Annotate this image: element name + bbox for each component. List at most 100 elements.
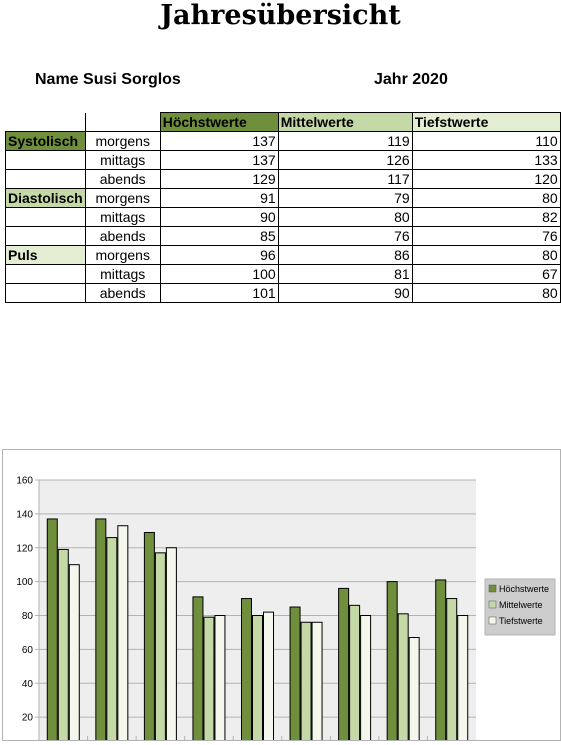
year-line: Jahr 2020 [374,71,448,89]
y-tick-label: 160 [16,476,33,487]
value-cell: 96 [159,245,279,265]
page-title: Jahresübersicht [160,0,401,31]
bar-höchstwerte-5 [289,606,301,745]
chart-frame: 20 40 60 80 100 120 140 160 Höchstwerte Mittelwer… [2,449,561,745]
y-tick-label: 120 [16,543,33,554]
time-label: mittags [84,150,161,170]
bar-mittelwerte-6 [349,604,361,745]
time-label: mittags [84,207,161,227]
bar-mittelwerte-3 [203,616,215,745]
table-row: Puls morgens 96 86 80 [5,245,561,265]
bar-höchstwerte-2 [143,532,155,745]
value-cell: 86 [277,245,413,265]
legend-label-tiefstwerte: Tiefstwerte [499,616,543,626]
value-cell: 120 [411,169,561,189]
group-label-puls: Puls [5,245,86,265]
group-label-systolisch: Systolisch [5,131,86,151]
bar-tiefstwerte-3 [214,615,226,745]
bar-tiefstwerte-0 [68,564,80,745]
header-mittelwerte: Mittelwerte [277,112,413,132]
bar-höchstwerte-1 [95,518,107,745]
value-cell: 90 [277,283,413,303]
value-cell: 67 [411,264,561,284]
value-cell: 100 [159,264,279,284]
value-cell: 81 [277,264,413,284]
bar-höchstwerte-7 [386,581,398,745]
group-label-diastolisch: Diastolisch [5,188,86,208]
empty-cell [5,283,86,303]
time-label: morgens [84,131,161,151]
bar-höchstwerte-6 [338,587,350,745]
empty-cell [85,112,161,132]
value-cell: 85 [159,226,279,246]
time-label: abends [84,283,161,303]
empty-cell [5,207,86,227]
empty-cell [5,264,86,284]
bar-mittelwerte-5 [300,621,312,745]
y-tick-label: 20 [22,713,34,724]
value-cell: 76 [411,226,561,246]
value-cell: 110 [411,131,561,151]
y-tick-label: 140 [16,509,33,520]
bar-mittelwerte-7 [397,613,409,745]
bar-höchstwerte-3 [192,596,204,745]
legend-label-höchstwerte: Höchstwerte [499,584,549,594]
header-tiefstwerte: Tiefstwerte [411,112,561,132]
table-row: abends 129 117 120 [5,169,561,189]
value-cell: 76 [277,226,413,246]
bar-tiefstwerte-4 [263,611,274,745]
name-value: Susi Sorglos [83,71,181,88]
bar-tiefstwerte-5 [311,621,323,745]
value-cell: 137 [159,131,279,151]
year-label: Jahr [374,71,408,88]
year-value: 2020 [412,71,448,88]
value-cell: 137 [159,150,279,170]
time-label: abends [84,169,161,189]
empty-cell [5,169,86,189]
value-cell: 126 [277,150,413,170]
bar-mittelwerte-8 [446,598,458,745]
bar-tiefstwerte-2 [165,547,177,745]
time-label: mittags [84,264,161,284]
value-cell: 80 [411,245,561,265]
table-row: mittags 100 81 67 [5,264,561,284]
table-header-row: Höchstwerte Mittelwerte Tiefstwerte [5,112,561,132]
y-tick-label: 60 [22,645,34,656]
bar-tiefstwerte-8 [457,615,469,745]
y-tick-label: 100 [16,577,33,588]
legend-swatch-höchstwerte [488,584,497,593]
name-label: Name [35,71,79,88]
bar-tiefstwerte-7 [408,637,420,745]
value-cell: 80 [411,188,561,208]
time-label: morgens [84,245,161,265]
value-cell: 129 [159,169,279,189]
value-cell: 117 [277,169,413,189]
y-tick-label: 40 [22,679,34,690]
table-row: mittags 137 126 133 [5,150,561,170]
y-tick-label: 80 [22,611,34,622]
bar-chart: 20 40 60 80 100 120 140 160 Höchstwerte Mittelwer… [16,476,556,745]
bar-höchstwerte-0 [46,518,58,745]
table-row: mittags 90 80 82 [5,207,561,227]
empty-cell [5,112,86,132]
table-row: Systolisch morgens 137 119 110 [5,131,561,151]
value-cell: 82 [411,207,561,227]
bar-tiefstwerte-6 [360,615,372,745]
name-line: Name Susi Sorglos [35,71,181,89]
bar-mittelwerte-1 [106,537,118,745]
bar-höchstwerte-8 [435,579,447,745]
bar-tiefstwerte-1 [117,525,129,745]
time-label: abends [84,226,161,246]
bar-mittelwerte-4 [252,615,263,745]
value-cell: 133 [411,150,561,170]
bar-höchstwerte-4 [241,598,252,745]
time-label: morgens [84,188,161,208]
values-table: Höchstwerte Mittelwerte Tiefstwerte Syst… [5,112,561,303]
header-hoechstwerte: Höchstwerte [159,112,279,132]
value-cell: 91 [159,188,279,208]
table-row: Diastolisch morgens 91 79 80 [5,188,561,208]
empty-cell [5,150,86,170]
value-cell: 80 [411,283,561,303]
legend-swatch-mittelwerte [488,600,497,609]
table-row: abends 85 76 76 [5,226,561,246]
